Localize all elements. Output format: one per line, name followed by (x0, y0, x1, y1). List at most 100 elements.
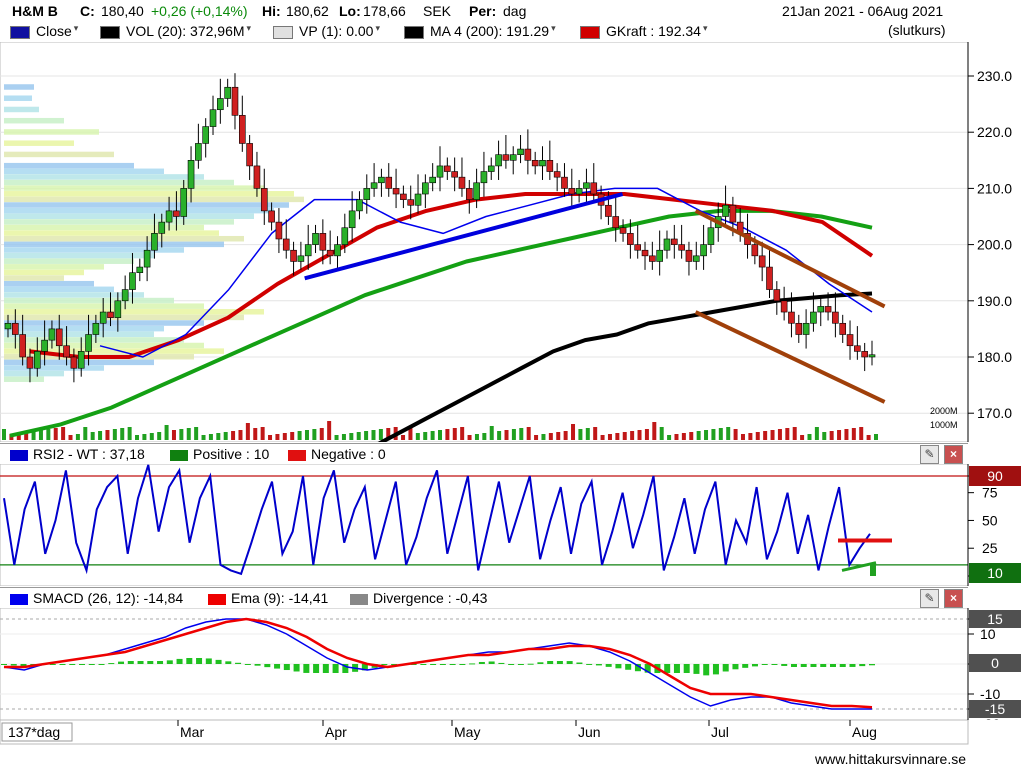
macd-chart[interactable]: 10-10-20 15 0 -15 (0, 608, 1024, 720)
divergence-bar (742, 664, 749, 668)
chevron-down-icon[interactable]: ▾ (702, 23, 708, 33)
candle-body (619, 227, 627, 234)
hi-label: Hi: (262, 3, 281, 19)
volume-profile-bar (4, 252, 154, 259)
rsi-chart[interactable]: 7550250 90 10 (0, 464, 1024, 586)
legend-item-volume-profile[interactable]: VP (1): 0.00 ▾ (273, 23, 380, 41)
volume-bar (327, 421, 332, 440)
volume-bar (415, 433, 420, 440)
divergence-bar (800, 664, 807, 667)
volume-profile-bar (4, 151, 114, 158)
price-chart[interactable]: 230.0 220.0 210.0 200.0 190.0 180.0 170.0 2000M… (0, 42, 1024, 442)
rsi-axis: 7550250 (967, 464, 998, 586)
divergence-bar (254, 664, 261, 666)
candle-body (795, 322, 803, 335)
negative-legend-label: Negative : 0 (311, 446, 386, 462)
period-box[interactable] (1, 722, 73, 742)
legend-item-ma200[interactable]: MA 4 (200): 191.29 ▾ (404, 23, 556, 41)
period-box-label: 137*dag (8, 724, 60, 740)
chevron-down-icon[interactable]: ▾ (551, 23, 556, 33)
legend-swatch (10, 25, 30, 39)
volume-profile-bar (4, 314, 244, 321)
volume-bar (268, 435, 273, 440)
volume-profile-bar (4, 140, 74, 146)
divergence-bar (556, 661, 563, 664)
volume-bar (844, 429, 849, 440)
candle-body (568, 188, 576, 195)
legend-item-gkraft[interactable]: GKraft : 192.34 ▾ (580, 23, 707, 41)
volume-bar (460, 427, 465, 440)
divergence-bar (761, 664, 768, 665)
candlesticks (4, 73, 876, 383)
volume-profile-bar (4, 337, 184, 343)
volume-bar (83, 427, 88, 440)
trend-line (694, 209, 886, 309)
price-tick-label: 210.0 (977, 180, 1012, 196)
divergence-bar (391, 664, 398, 665)
candle-body (854, 345, 861, 352)
rsi-tick-label: 50 (982, 512, 998, 528)
volume-bar (600, 435, 605, 440)
wrench-icon[interactable]: ✎ (920, 445, 939, 464)
candle-body (553, 171, 561, 178)
chevron-down-icon[interactable]: ▾ (246, 23, 252, 33)
candle-body (187, 160, 195, 189)
legend-item-close[interactable]: Close ▾ (10, 23, 78, 41)
divergence-bar (488, 661, 495, 664)
wrench-icon[interactable]: ✎ (920, 589, 939, 608)
candle-body (209, 109, 217, 127)
chart-header: H&M B C: 180,40 +0,26 (+0,14%) Hi: 180,6… (0, 0, 1024, 42)
volume-bar (171, 430, 176, 440)
chevron-down-icon[interactable]: ▾ (73, 23, 79, 33)
candle-body (436, 165, 444, 178)
volume-bar (571, 424, 576, 440)
legend-item-volume[interactable]: VOL (20): 372,96M ▾ (100, 23, 251, 41)
divergence-bar (322, 664, 329, 673)
volume-bar (319, 428, 324, 440)
close-icon[interactable]: × (944, 589, 963, 608)
candle-body (546, 160, 554, 172)
volume-bar (164, 425, 169, 440)
candle-body (722, 204, 729, 217)
volume-profile-bar (4, 247, 184, 253)
x-axis-ticks: Mar Apr May Jun Jul Aug (177, 720, 877, 740)
volume-profile-bar (4, 331, 154, 338)
currency: SEK (423, 3, 452, 19)
chevron-down-icon[interactable]: ▾ (375, 23, 380, 33)
candle-body (55, 328, 63, 347)
candle-body (729, 204, 737, 223)
rsi-line (3, 464, 871, 576)
rsi-upper-badge-text: 90 (987, 468, 1003, 484)
candle-body (583, 182, 590, 189)
divergence-bar (527, 663, 534, 665)
candle-body (385, 176, 393, 189)
candle-body (634, 244, 641, 251)
divergence-bar (293, 664, 300, 672)
volume-profile-bar (4, 185, 264, 191)
price-tick-label: 230.0 (977, 68, 1012, 84)
volume-profile-bar (4, 129, 99, 135)
candle-body (444, 165, 451, 172)
close-icon[interactable]: × (944, 445, 963, 464)
divergence-bar (59, 664, 66, 665)
macd-mid-badge-text: 0 (991, 655, 999, 671)
legend-label: GKraft : 192.34 (606, 23, 701, 39)
candle-body (868, 354, 876, 358)
volume-bar (24, 432, 29, 440)
divergence-bar (703, 664, 710, 676)
volume-profile-bar (4, 84, 34, 90)
candle-body (641, 249, 649, 257)
volume-bar (563, 431, 568, 440)
x-axis-band (0, 720, 969, 745)
legend-swatch (10, 449, 28, 461)
volume-bar (304, 430, 309, 440)
divergence-bar (10, 664, 17, 666)
volume-bar (430, 431, 435, 440)
volume-bar (467, 435, 472, 440)
volume-bar (127, 427, 132, 440)
volume-bar (519, 428, 524, 440)
volume-bar (711, 429, 716, 440)
candle-body (363, 188, 371, 200)
close-value: 180,40 (101, 3, 144, 19)
lo-label: Lo: (339, 3, 361, 19)
